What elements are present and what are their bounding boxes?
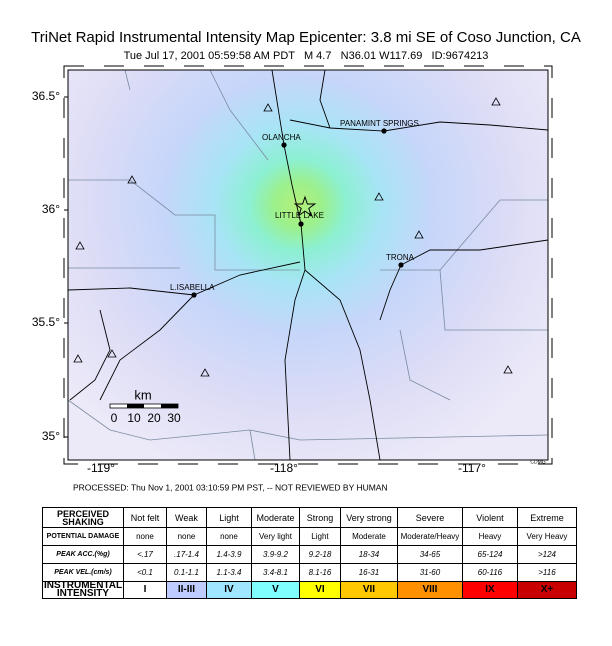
epicenter xyxy=(293,195,317,217)
credit: CDMG xyxy=(530,459,545,465)
table-cell: Violent xyxy=(461,507,518,528)
table-cell: 1.1-3.4 xyxy=(205,563,252,582)
table-cell: .17-1.4 xyxy=(165,545,207,564)
table-cell: 18-34 xyxy=(339,545,398,564)
stations xyxy=(73,97,513,377)
scale-tick-label: 30 xyxy=(167,411,181,425)
subtitle: Tue Jul 17, 2001 05:59:58 AM PDT M 4.7 N… xyxy=(124,50,489,62)
place-label: TRONA xyxy=(386,253,415,262)
place-dot xyxy=(191,292,197,298)
lon-label: -118° xyxy=(270,461,298,475)
place-dot xyxy=(281,142,287,148)
roads xyxy=(68,70,548,460)
place-label: PANAMINT SPRINGS xyxy=(340,119,419,128)
table-cell: Very Heavy xyxy=(516,527,577,546)
table-cell: Light xyxy=(298,527,341,546)
table-cell: 0.1-1.1 xyxy=(165,563,207,582)
intensity-table: PERCEIVED SHAKING Not felt Weak Light Modera… xyxy=(42,507,577,599)
table-cell: Weak xyxy=(165,507,207,528)
place-label: L.ISABELLA xyxy=(170,283,215,292)
table-cell: Moderate/Heavy xyxy=(396,527,463,546)
table-cell: none xyxy=(122,527,167,546)
table-cell: 3.4-8.1 xyxy=(250,563,300,582)
table-cell: Strong xyxy=(298,507,341,528)
place-dot xyxy=(298,221,304,227)
table-cell: I xyxy=(122,581,167,599)
row-label: POTENTIAL DAMAGE xyxy=(42,527,124,546)
table-cell: Moderate xyxy=(250,507,300,528)
table-cell: Moderate xyxy=(339,527,398,546)
table-row: PEAK ACC.(%g) <.17.17-1.4 1.4-3.9 3.9-9.2 9.… xyxy=(42,545,577,564)
lat-label: 35° xyxy=(42,429,60,443)
processed-note: PROCESSED: Thu Nov 1, 2001 03:10:59 PM P… xyxy=(73,482,388,492)
row-label: INSTRUMENTAL INTENSITY xyxy=(42,580,124,599)
scale-bar xyxy=(109,403,179,409)
scale-unit: km xyxy=(134,387,151,402)
table-cell: Heavy xyxy=(461,527,518,546)
table-cell: <0.1 xyxy=(122,563,167,582)
table-cell: Very strong xyxy=(339,507,398,528)
map-body: OLANCHA PANAMINT SPRINGS LITTLE LAKE TRONA L… xyxy=(68,70,548,460)
table-cell: 60-116 xyxy=(461,563,518,582)
table-cell: 65-124 xyxy=(461,545,518,564)
table-cell: 34-65 xyxy=(396,545,463,564)
scale-tick-label: 20 xyxy=(147,411,161,425)
lon-label: -119° xyxy=(87,461,115,475)
table-row: INSTRUMENTAL INTENSITY I II-III IV V VI VII VII… xyxy=(42,580,577,599)
table-cell: IX xyxy=(461,581,518,599)
table-cell: Extreme xyxy=(516,507,577,528)
table-cell: Severe xyxy=(396,507,463,528)
intensity-field xyxy=(68,70,548,460)
row-label: PEAK ACC.(%g) xyxy=(42,545,124,564)
scale-tick-label: 10 xyxy=(127,411,141,425)
table-cell: 31-60 xyxy=(396,563,463,582)
table-cell: 1.4-3.9 xyxy=(205,545,252,564)
table-cell: VII xyxy=(339,581,398,599)
lat-label: 35.5° xyxy=(32,315,60,329)
table-row: PERCEIVED SHAKING Not felt Weak Light Modera… xyxy=(42,507,577,528)
table-cell: II-III xyxy=(165,581,207,599)
row-label: PEAK VEL.(cm/s) xyxy=(42,563,124,582)
table-cell: >124 xyxy=(516,545,577,564)
table-cell: 16-31 xyxy=(339,563,398,582)
table-cell: none xyxy=(205,527,252,546)
table-cell: VI xyxy=(298,581,341,599)
lat-label: 36° xyxy=(42,202,60,216)
table-cell: Very light xyxy=(250,527,300,546)
table-cell: none xyxy=(165,527,207,546)
place-dot xyxy=(398,262,404,268)
table-cell: IV xyxy=(205,581,252,599)
lon-label: -117° xyxy=(458,461,486,475)
map-border xyxy=(63,65,553,465)
lat-label: 36.5° xyxy=(32,89,60,103)
map-frame xyxy=(67,69,549,461)
table-row: POTENTIAL DAMAGE none none none Very light Li… xyxy=(42,527,577,546)
scale-tick-label: 0 xyxy=(111,411,118,425)
row-label: PERCEIVED SHAKING xyxy=(42,507,124,528)
table-cell: Not felt xyxy=(122,507,167,528)
table-cell: >116 xyxy=(516,563,577,582)
table-cell: VIII xyxy=(396,581,463,599)
place-label: LITTLE LAKE xyxy=(275,211,324,220)
table-cell: <.17 xyxy=(122,545,167,564)
table-cell: V xyxy=(250,581,300,599)
title: TriNet Rapid Instrumental Intensity Map … xyxy=(31,29,581,46)
table-row: PEAK VEL.(cm/s) <0.1 0.1-1.1 1.1-3.4 3.4-8.1… xyxy=(42,563,577,582)
place-label: OLANCHA xyxy=(262,133,301,142)
table-cell: Light xyxy=(205,507,252,528)
table-cell: X+ xyxy=(516,581,577,599)
table-cell: 9.2-18 xyxy=(298,545,341,564)
map: TriNet Rapid Instrumental Intensity Map … xyxy=(31,29,581,492)
table-cell: 3.9-9.2 xyxy=(250,545,300,564)
place-dot xyxy=(381,128,387,134)
table-cell: 8.1-16 xyxy=(298,563,341,582)
boundaries xyxy=(68,70,548,460)
